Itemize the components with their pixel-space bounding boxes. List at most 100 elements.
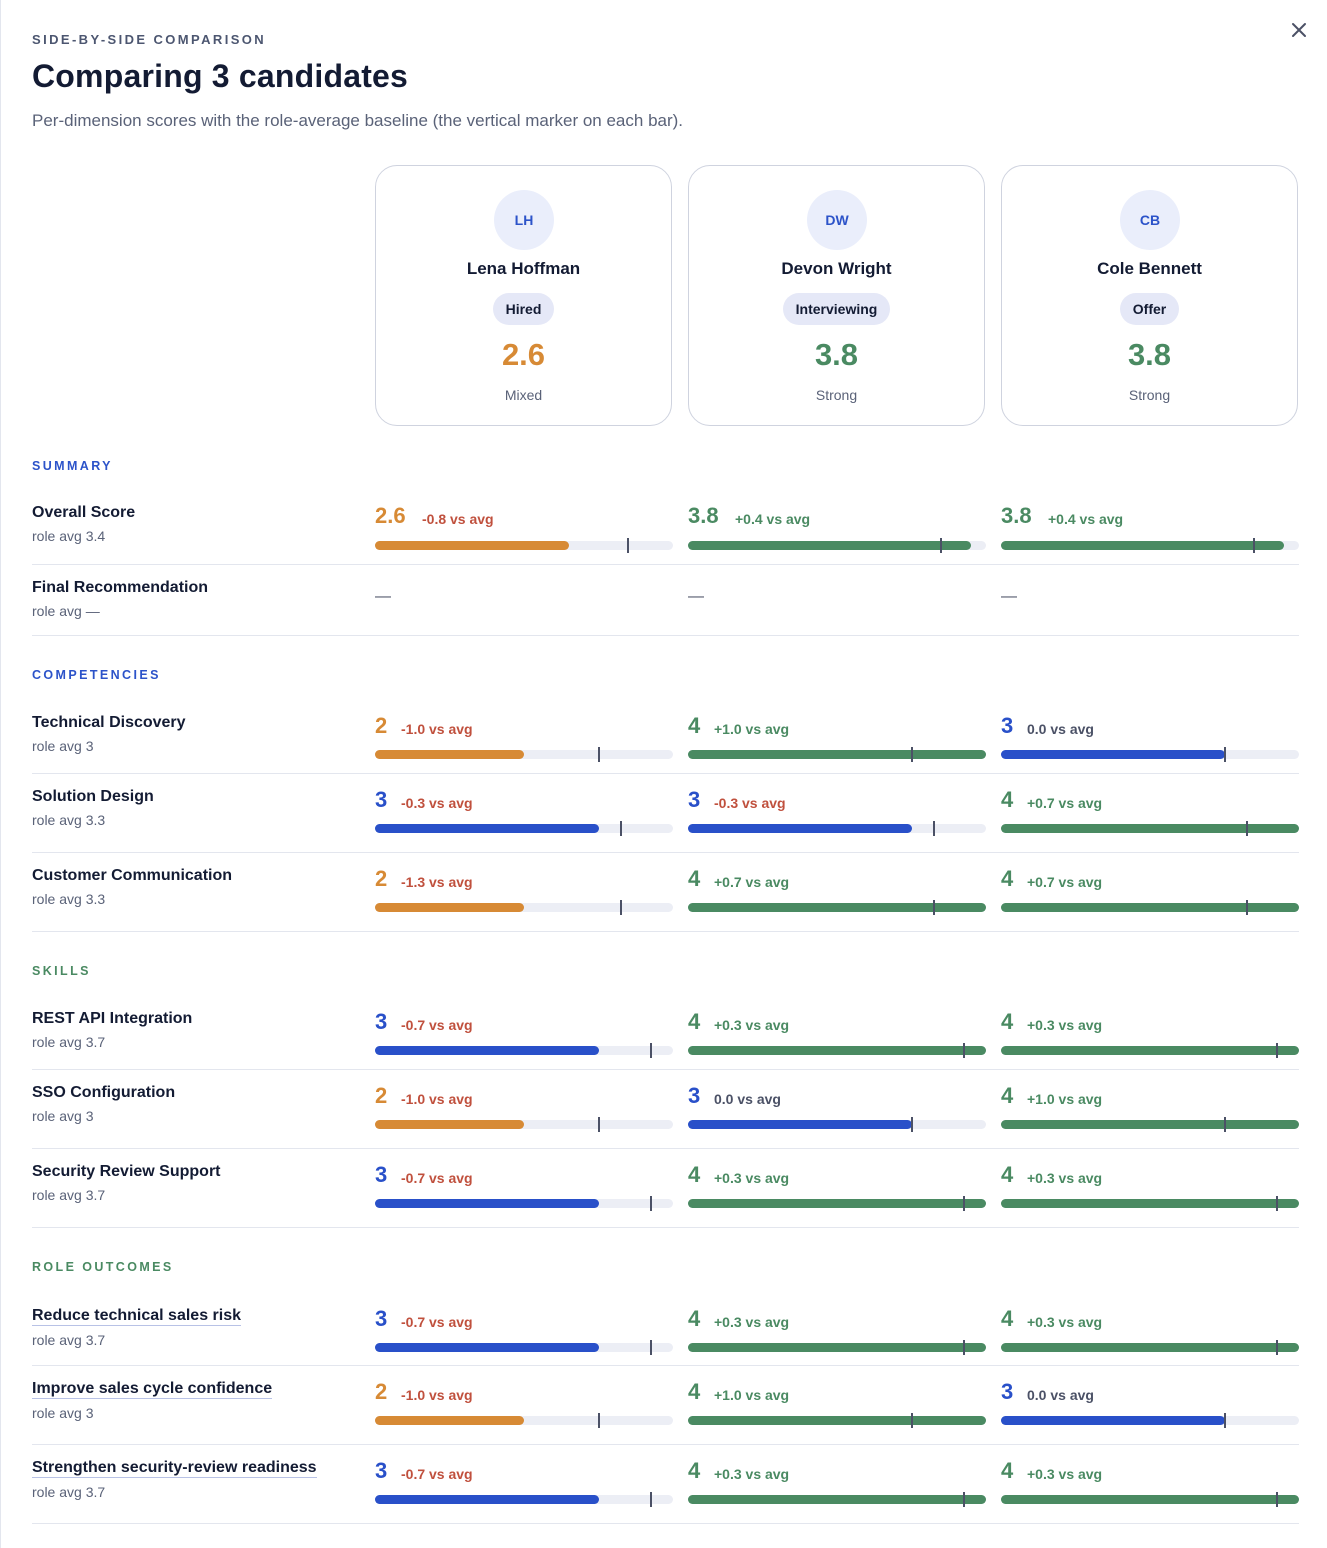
dimension-label: Overall Score (32, 504, 136, 521)
role-avg-marker (649, 1492, 652, 1507)
close-icon[interactable] (1287, 18, 1311, 42)
delta-vs-avg: -1.3 vs avg (401, 874, 473, 890)
delta-vs-avg: +0.3 vs avg (1027, 1017, 1103, 1033)
score-value: 3 (688, 787, 701, 812)
score-bar-track (1001, 1043, 1299, 1058)
score-bar-fill (375, 1120, 524, 1129)
score-cell: 4 +0.3 vs avg (688, 1308, 986, 1355)
score-value: 4 (688, 1458, 701, 1483)
score-cell: 3 0.0 vs avg (1001, 713, 1299, 762)
status-badge-wrap: Hired (376, 293, 671, 325)
role-avg-marker (627, 538, 630, 553)
delta-vs-avg: -0.7 vs avg (401, 1170, 473, 1186)
score-cell: 4 +0.3 vs avg (1001, 1460, 1299, 1507)
delta-vs-avg: -0.3 vs avg (401, 795, 473, 811)
score-bar-fill (1001, 1343, 1299, 1352)
score-bar-fill (688, 1046, 986, 1055)
role-avg-marker (962, 1196, 965, 1211)
score-value: 4 (688, 1009, 701, 1034)
eyebrow-label: SIDE-BY-SIDE COMPARISON (32, 32, 267, 47)
score-bar-fill (375, 750, 524, 759)
score-bar-fill (688, 541, 972, 550)
delta-vs-avg: +0.7 vs avg (1027, 874, 1103, 890)
status-badge: Hired (492, 293, 555, 325)
role-avg-marker (649, 1043, 652, 1058)
score-bar-fill (375, 541, 569, 550)
score-cell: 3 -0.7 vs avg (375, 1306, 673, 1355)
role-avg-marker (1223, 747, 1226, 762)
role-avg-marker (910, 1413, 913, 1428)
score-cell: 2.6 -0.8 vs avg (375, 505, 673, 553)
role-avg-marker (932, 900, 935, 915)
score-bar-fill (375, 1046, 599, 1055)
score-bar-track (375, 821, 673, 836)
delta-vs-avg: +1.0 vs avg (714, 721, 790, 737)
score-bar-fill (375, 1495, 599, 1504)
role-avg-marker (649, 1196, 652, 1211)
dimension-label[interactable]: Strengthen security-review readiness (32, 1459, 317, 1478)
role-avg-marker (649, 1340, 652, 1355)
dimension-label: Solution Design (32, 788, 154, 805)
candidate-card[interactable]: LH Lena Hoffman Hired 2.6 Mixed (375, 165, 672, 426)
role-avg-label: role avg 3 (32, 1108, 94, 1124)
empty-value: — (688, 588, 704, 605)
score-bar-track (688, 1413, 986, 1428)
score-bar-fill (688, 1120, 912, 1129)
score-value: 3 (375, 1009, 388, 1034)
score-cell: 4 +1.0 vs avg (688, 1381, 986, 1428)
dimension-label[interactable]: Improve sales cycle confidence (32, 1380, 273, 1399)
role-avg-marker (1275, 1043, 1278, 1058)
page-title: Comparing 3 candidates (32, 58, 409, 94)
score-cell: 3 0.0 vs avg (688, 1083, 986, 1132)
delta-vs-avg: +0.3 vs avg (714, 1170, 790, 1186)
score-cell: — (1001, 580, 1299, 625)
avatar: CB (1120, 190, 1180, 250)
score-cell: 4 +0.7 vs avg (1001, 789, 1299, 836)
score-value: 3 (375, 787, 388, 812)
score-value: 2 (375, 713, 388, 738)
role-avg-marker (962, 1492, 965, 1507)
comparison-row: Overall Score role avg 3.4 2.6 -0.8 vs avg 3… (32, 490, 1299, 565)
score-value: 3 (1001, 713, 1014, 738)
role-avg-marker (1275, 1340, 1278, 1355)
score-bar-fill (375, 1199, 599, 1208)
score-bar-track (1001, 1413, 1299, 1428)
avatar: LH (494, 190, 554, 250)
comparison-row: Improve sales cycle confidence role avg 3… (32, 1366, 1299, 1445)
delta-vs-avg: -1.0 vs avg (401, 721, 473, 737)
score-bar-track (688, 1196, 986, 1211)
role-avg-marker (910, 747, 913, 762)
comparison-row: Final Recommendation role avg — — — — (32, 565, 1299, 636)
delta-vs-avg: -0.7 vs avg (401, 1466, 473, 1482)
role-avg-label: role avg 3.3 (32, 812, 106, 828)
delta-vs-avg: +0.3 vs avg (714, 1017, 790, 1033)
score-value: 4 (688, 866, 701, 891)
score-value: 4 (1001, 1306, 1014, 1331)
section-title: ROLE OUTCOMES (32, 1260, 174, 1274)
score-value: 3 (688, 1083, 701, 1108)
score-bar-fill (1001, 1120, 1299, 1129)
score-value: 3 (1001, 1379, 1014, 1404)
score-bar-track (1001, 1117, 1299, 1132)
score-cell: 4 +0.3 vs avg (1001, 1011, 1299, 1058)
delta-vs-avg: +0.7 vs avg (714, 874, 790, 890)
dimension-label[interactable]: Reduce technical sales risk (32, 1307, 241, 1326)
score-bar-track (688, 1340, 986, 1355)
score-cell: 4 +0.7 vs avg (688, 866, 986, 915)
delta-vs-avg: +0.3 vs avg (714, 1314, 790, 1330)
score-cell: 4 +0.7 vs avg (1001, 868, 1299, 915)
score-bar-fill (1001, 1046, 1299, 1055)
section-title: COMPETENCIES (32, 668, 161, 682)
status-badge: Offer (1119, 293, 1180, 325)
score-bar-fill (688, 1416, 986, 1425)
score-bar-track (375, 1340, 673, 1355)
score-value: 3.8 (688, 503, 719, 528)
candidate-card[interactable]: CB Cole Bennett Offer 3.8 Strong (1001, 165, 1298, 426)
candidate-card[interactable]: DW Devon Wright Interviewing 3.8 Strong (688, 165, 985, 426)
score-bar-fill (1001, 750, 1225, 759)
candidate-name: Devon Wright (781, 259, 892, 278)
candidate-verdict: Strong (815, 387, 858, 403)
score-cell: 4 +0.3 vs avg (688, 1009, 986, 1058)
score-value: 3 (375, 1306, 388, 1331)
role-avg-label: role avg 3.4 (32, 528, 106, 544)
